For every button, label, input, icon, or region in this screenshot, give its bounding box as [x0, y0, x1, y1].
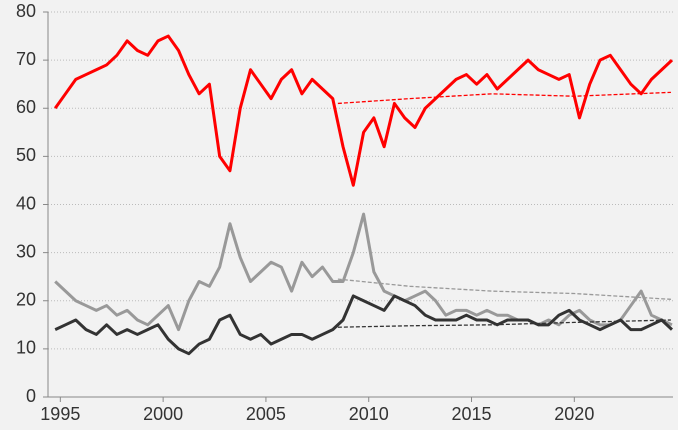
y-tick-label: 80	[16, 1, 36, 21]
x-tick-label: 1995	[40, 404, 80, 424]
series-line	[54, 212, 673, 332]
series-line	[54, 294, 673, 356]
x-tick-label: 2000	[143, 404, 183, 424]
y-tick-label: 0	[26, 386, 36, 406]
y-tick-label: 40	[16, 193, 36, 213]
y-tick-label: 20	[16, 290, 36, 310]
average-line	[337, 91, 671, 105]
y-tick-label: 70	[16, 49, 36, 69]
y-tick-label: 60	[16, 97, 36, 117]
y-tick-label: 50	[16, 145, 36, 165]
y-tick-label: 10	[16, 338, 36, 358]
x-tick-label: 2020	[554, 404, 594, 424]
series-line	[53, 34, 673, 187]
x-tick-label: 2015	[451, 404, 491, 424]
x-tick-label: 2005	[246, 404, 286, 424]
average-line	[337, 278, 671, 300]
x-tick-label: 2010	[349, 404, 389, 424]
y-tick-label: 30	[16, 241, 36, 261]
